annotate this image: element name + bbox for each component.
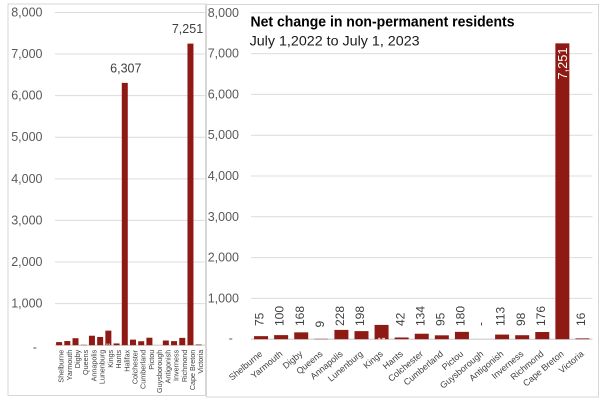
svg-text:-: - — [229, 331, 233, 345]
svg-text:3,000: 3,000 — [208, 210, 239, 224]
svg-text:7,000: 7,000 — [11, 47, 42, 61]
svg-text:Inverness: Inverness — [172, 349, 181, 381]
svg-text:Digby: Digby — [73, 349, 82, 368]
svg-text:9: 9 — [313, 321, 327, 328]
svg-text:113: 113 — [494, 307, 508, 326]
svg-text:7,251: 7,251 — [172, 22, 203, 36]
svg-text:8,000: 8,000 — [11, 5, 42, 19]
svg-text:2,000: 2,000 — [208, 251, 239, 265]
svg-text:98: 98 — [514, 312, 528, 326]
svg-text:42: 42 — [393, 312, 407, 326]
svg-text:Antigonish: Antigonish — [163, 350, 172, 384]
svg-text:6,000: 6,000 — [208, 87, 239, 101]
svg-text:Lunenburg: Lunenburg — [98, 350, 107, 384]
svg-text:Cumberland: Cumberland — [139, 350, 148, 389]
svg-text:16: 16 — [574, 312, 588, 326]
svg-text:Victoria: Victoria — [196, 350, 205, 374]
svg-text:5,000: 5,000 — [208, 128, 239, 142]
svg-text:180: 180 — [454, 306, 468, 326]
svg-text:Cape Breton: Cape Breton — [188, 350, 197, 390]
svg-text:Yarmouth: Yarmouth — [65, 350, 74, 381]
svg-text:Kings: Kings — [106, 349, 115, 367]
svg-text:1,000: 1,000 — [11, 297, 42, 311]
svg-text:Richmond: Richmond — [180, 350, 189, 382]
svg-text:100: 100 — [273, 306, 287, 326]
svg-text:1,000: 1,000 — [208, 291, 239, 305]
svg-text:2,000: 2,000 — [11, 255, 42, 269]
svg-text:-: - — [33, 340, 37, 354]
svg-text:Colchester: Colchester — [130, 349, 139, 384]
svg-text:198: 198 — [353, 306, 367, 326]
svg-text:6,307: 6,307 — [110, 62, 141, 76]
svg-text:7,000: 7,000 — [208, 47, 239, 61]
svg-text:4,000: 4,000 — [11, 172, 42, 186]
svg-text:8,000: 8,000 — [208, 6, 239, 20]
svg-text:7,251: 7,251 — [555, 47, 570, 79]
svg-text:4,000: 4,000 — [208, 169, 239, 183]
svg-text:95: 95 — [433, 312, 447, 326]
svg-text:Pictou: Pictou — [147, 350, 156, 370]
svg-text:-: - — [474, 322, 488, 326]
svg-text:3,000: 3,000 — [11, 213, 42, 227]
svg-text:Shelburne: Shelburne — [57, 350, 66, 383]
svg-text:Net change in non-permanent re: Net change in non-permanent residents — [251, 14, 515, 31]
svg-text:228: 228 — [333, 306, 347, 326]
svg-text:Halifax: Halifax — [122, 349, 131, 371]
svg-text:Hants: Hants — [114, 349, 123, 368]
svg-text:176: 176 — [534, 306, 548, 326]
svg-text:Annapolis: Annapolis — [89, 349, 98, 381]
svg-text:75: 75 — [253, 312, 267, 326]
svg-text:5,000: 5,000 — [11, 130, 42, 144]
svg-text:6,000: 6,000 — [11, 89, 42, 103]
svg-text:Guysborough: Guysborough — [155, 350, 164, 393]
svg-text:134: 134 — [413, 306, 427, 326]
svg-text:168: 168 — [293, 306, 307, 326]
svg-text:July 1,2022 to July 1, 2023: July 1,2022 to July 1, 2023 — [250, 32, 420, 48]
svg-text:Queens: Queens — [81, 349, 90, 375]
